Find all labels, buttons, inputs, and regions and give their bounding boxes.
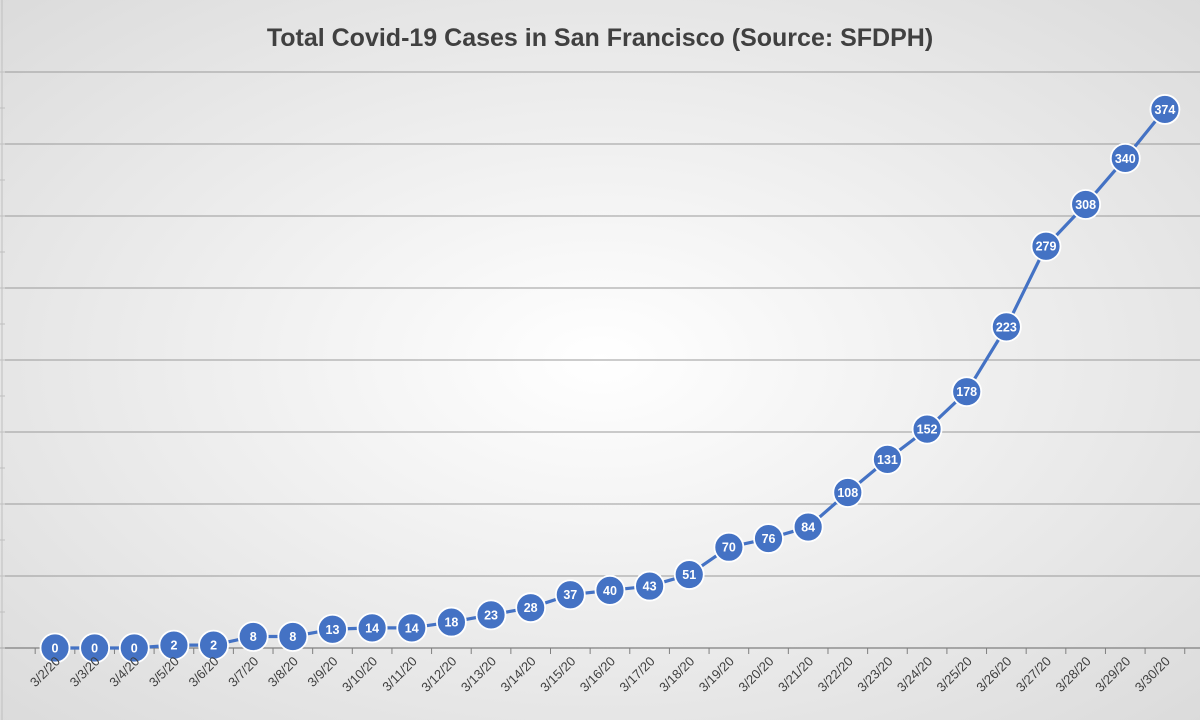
data-marker — [317, 613, 348, 645]
data-label: 108 — [837, 486, 858, 500]
data-label: 8 — [250, 630, 257, 644]
data-label: 178 — [956, 385, 977, 399]
data-point: 340 — [1109, 142, 1141, 174]
data-marker — [356, 612, 388, 644]
data-marker — [198, 629, 229, 661]
data-label: 0 — [91, 642, 98, 656]
data-label: 374 — [1154, 103, 1175, 117]
data-label: 0 — [52, 642, 59, 656]
data-point: 131 — [872, 443, 903, 475]
data-point: 8 — [237, 621, 269, 652]
data-marker — [792, 511, 824, 543]
data-marker — [1109, 142, 1141, 174]
data-point: 28 — [515, 592, 547, 624]
data-point: 178 — [951, 376, 983, 408]
data-point: 18 — [435, 606, 467, 638]
data-point: 308 — [1070, 189, 1102, 220]
data-point: 2 — [158, 629, 190, 661]
data-marker — [435, 606, 467, 638]
data-point: 14 — [356, 612, 388, 644]
data-label: 28 — [524, 601, 538, 615]
data-label: 131 — [877, 453, 898, 467]
data-point: 23 — [475, 599, 507, 631]
data-marker — [554, 579, 586, 611]
data-point: 374 — [1149, 94, 1181, 125]
data-point: 84 — [792, 511, 824, 543]
data-marker — [951, 376, 983, 408]
data-point: 51 — [673, 559, 705, 590]
data-marker — [872, 443, 903, 475]
data-label: 84 — [801, 521, 815, 535]
data-marker — [515, 592, 547, 624]
data-point: 76 — [753, 523, 784, 554]
data-label: 2 — [210, 639, 217, 653]
data-label: 0 — [131, 642, 138, 656]
data-label: 76 — [762, 532, 776, 546]
data-marker — [39, 632, 71, 664]
data-marker — [118, 632, 150, 664]
data-point: 2 — [198, 629, 229, 661]
data-marker — [1030, 230, 1062, 262]
data-point: 40 — [594, 575, 626, 606]
data-label: 43 — [643, 580, 657, 594]
data-marker — [990, 311, 1022, 343]
data-point: 43 — [634, 570, 665, 602]
data-marker — [237, 621, 269, 652]
data-marker — [277, 621, 309, 652]
chart-title: Total Covid-19 Cases in San Francisco (S… — [267, 24, 933, 52]
data-marker — [753, 523, 784, 554]
data-point: 70 — [713, 531, 745, 563]
data-point: 13 — [317, 613, 348, 645]
data-point: 0 — [39, 632, 71, 664]
data-marker — [594, 575, 626, 606]
data-point: 223 — [990, 311, 1022, 343]
data-label: 279 — [1036, 240, 1057, 254]
data-marker — [1149, 94, 1181, 125]
data-label: 13 — [326, 623, 340, 637]
data-point: 0 — [118, 632, 150, 664]
data-marker — [673, 559, 705, 590]
data-label: 18 — [444, 616, 458, 630]
data-label: 40 — [603, 584, 617, 598]
data-point: 14 — [396, 612, 428, 644]
data-point: 37 — [554, 579, 586, 611]
data-label: 23 — [484, 608, 498, 622]
data-label: 2 — [170, 639, 177, 653]
data-label: 14 — [405, 621, 419, 635]
data-point: 279 — [1030, 230, 1062, 262]
data-point: 152 — [911, 413, 943, 445]
data-marker — [634, 570, 665, 602]
data-label: 223 — [996, 320, 1017, 334]
data-marker — [713, 531, 745, 563]
data-marker — [832, 477, 864, 508]
data-label: 152 — [917, 423, 938, 437]
data-label: 8 — [289, 630, 296, 644]
data-point: 108 — [832, 477, 864, 508]
data-marker — [396, 612, 428, 644]
data-label: 340 — [1115, 152, 1136, 166]
data-marker — [1070, 189, 1102, 220]
data-point: 0 — [79, 632, 111, 664]
data-label: 37 — [563, 588, 577, 602]
data-marker — [475, 599, 507, 631]
data-marker — [911, 413, 943, 445]
gridlines — [0, 71, 1200, 577]
data-label: 51 — [682, 568, 696, 582]
data-marker — [158, 629, 190, 661]
data-point: 8 — [277, 621, 309, 652]
data-label: 308 — [1075, 198, 1096, 212]
data-label: 70 — [722, 541, 736, 555]
data-marker — [79, 632, 111, 664]
data-label: 14 — [365, 621, 379, 635]
